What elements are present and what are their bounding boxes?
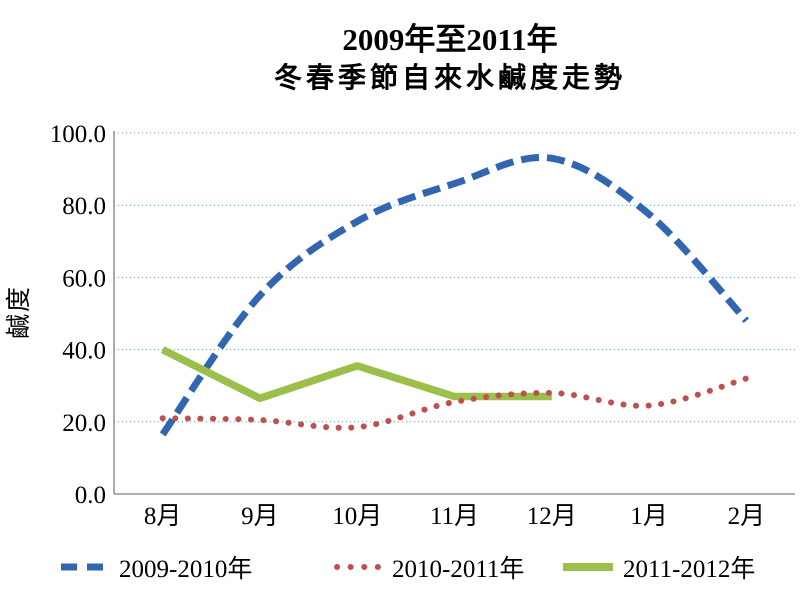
y-tick-label-20.0: 20.0 [62, 410, 106, 437]
legend-item-2009-2010: 2009-2010年 [60, 549, 252, 585]
y-tick-label-80.0: 80.0 [62, 193, 106, 220]
legend-item-2010-2011: 2010-2011年 [333, 549, 524, 585]
legend-marker-dashed-icon [61, 563, 109, 571]
series-line-dotted-1 [159, 375, 750, 431]
legend-label-2009-2010: 2009-2010年 [119, 556, 253, 583]
y-tick-label-0.0: 0.0 [75, 482, 106, 509]
legend: 2009-2010年 2010-2011年 2011-2012年 [0, 549, 800, 585]
x-tick-label-7: 2月 [728, 503, 766, 530]
x-tick-label-5: 12月 [527, 503, 577, 530]
x-tick-label-4: 11月 [430, 503, 479, 530]
legend-marker-dotted-icon [334, 564, 383, 570]
x-tick-label-6: 1月 [630, 503, 668, 530]
series-line-dashed-0 [159, 153, 749, 437]
legend-label-2010-2011: 2010-2011年 [392, 556, 525, 583]
y-tick-label-100.0: 100.0 [50, 121, 106, 148]
chart-title-line1: 2009年至2011年 [342, 22, 558, 57]
x-tick-label-1: 8月 [144, 503, 182, 530]
chart-title-line2: 冬春季節自來水鹹度走勢 [273, 63, 626, 94]
y-tick-label-40.0: 40.0 [62, 338, 106, 365]
x-tick-label-2: 9月 [241, 503, 279, 530]
legend-label-2011-2012: 2011-2012年 [623, 556, 756, 583]
x-tick-label-3: 10月 [332, 503, 382, 530]
y-tick-label-60.0: 60.0 [62, 265, 106, 292]
legend-marker-solid-icon [563, 563, 613, 571]
legend-item-2011-2012: 2011-2012年 [562, 549, 755, 585]
series-line-solid-2 [160, 346, 552, 403]
